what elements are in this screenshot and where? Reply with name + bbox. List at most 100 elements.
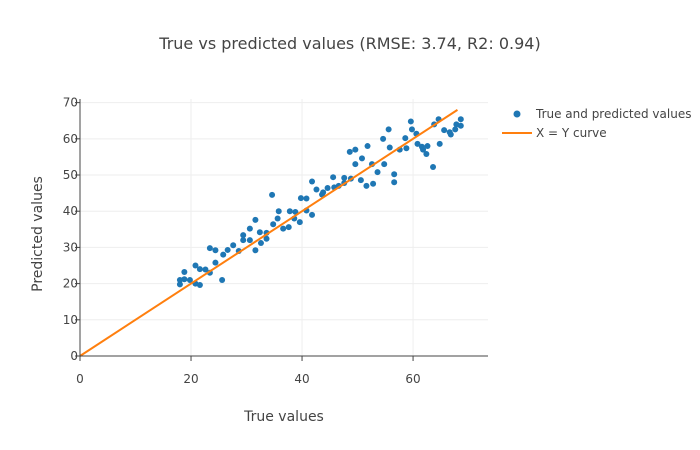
legend-label: True and predicted values (535, 107, 691, 121)
data-point (457, 122, 464, 129)
data-point (352, 146, 359, 153)
data-point (286, 208, 293, 215)
y-tick-label: 70 (63, 96, 78, 110)
y-tick-label: 60 (63, 132, 78, 146)
data-point (196, 266, 203, 273)
y-tick-label: 50 (63, 168, 78, 182)
data-point (436, 140, 443, 147)
x-axis-title: True values (243, 409, 324, 425)
data-point (424, 143, 431, 150)
data-point (246, 225, 253, 232)
data-point (430, 164, 437, 171)
data-point (252, 216, 259, 223)
data-point (176, 281, 183, 288)
data-point (270, 221, 277, 228)
data-point (320, 189, 327, 196)
data-point (240, 232, 247, 239)
chart-title: True vs predicted values (RMSE: 3.74, R2… (158, 34, 540, 53)
x-equals-y-line (79, 109, 459, 357)
data-point (346, 148, 353, 155)
data-point (324, 185, 331, 192)
data-point (212, 247, 219, 254)
data-point (313, 186, 320, 193)
data-point (441, 127, 448, 134)
data-point (303, 195, 310, 202)
data-point (386, 144, 393, 151)
data-point (275, 208, 282, 215)
data-point (309, 211, 316, 218)
data-point (370, 180, 377, 187)
axes: 0 20 40 60 0 10 20 30 40 50 60 70 (63, 96, 488, 386)
data-point (341, 174, 348, 181)
data-point (280, 225, 287, 232)
legend-label: X = Y curve (536, 126, 607, 140)
data-point (220, 251, 227, 258)
data-point (374, 169, 381, 176)
data-point (357, 177, 364, 184)
data-point (452, 126, 459, 133)
data-point (296, 219, 303, 226)
series-line (79, 109, 459, 357)
data-point (423, 151, 430, 158)
y-tick-label: 10 (63, 313, 78, 327)
x-tick-label: 0 (76, 372, 84, 386)
data-point (246, 237, 253, 244)
data-point (447, 131, 454, 138)
data-point (263, 235, 270, 242)
data-point (457, 116, 464, 123)
data-point (252, 247, 259, 254)
legend-item[interactable]: X = Y curve (502, 126, 607, 140)
data-point (230, 242, 237, 249)
data-point (309, 178, 316, 185)
legend[interactable]: True and predicted values X = Y curve (502, 107, 691, 140)
data-point (408, 126, 415, 133)
data-point (402, 135, 409, 142)
data-point (380, 135, 387, 142)
data-point (219, 276, 226, 283)
y-tick-label: 20 (63, 277, 78, 291)
data-point (224, 246, 231, 253)
data-point (391, 179, 398, 186)
data-point (257, 240, 264, 247)
data-point (381, 161, 388, 168)
data-point (414, 140, 421, 147)
legend-item[interactable]: True and predicted values (513, 107, 692, 121)
data-point (212, 259, 219, 266)
data-point (256, 229, 263, 236)
data-point (363, 182, 370, 189)
data-point (385, 126, 392, 133)
x-tick-label: 60 (405, 372, 420, 386)
data-point (297, 195, 304, 202)
y-tick-label: 40 (63, 204, 78, 218)
data-point (192, 262, 199, 269)
data-point (352, 161, 359, 168)
y-tick-label: 30 (63, 240, 78, 254)
data-point (269, 191, 276, 198)
data-point (420, 146, 427, 153)
data-point (403, 145, 410, 152)
data-point (181, 276, 188, 283)
data-point (181, 269, 188, 276)
data-point (285, 224, 292, 231)
data-point (330, 174, 337, 181)
x-tick-label: 40 (294, 372, 309, 386)
data-point (206, 245, 213, 252)
grid (80, 99, 488, 356)
series-layer (79, 109, 464, 357)
data-point (274, 215, 281, 222)
data-point (240, 237, 247, 244)
legend-marker-swatch (513, 110, 521, 118)
data-point (176, 276, 183, 283)
data-point (364, 143, 371, 150)
data-point (407, 118, 414, 125)
x-tick-label: 20 (183, 372, 198, 386)
data-point (358, 155, 365, 162)
data-point (186, 276, 193, 283)
data-point (202, 266, 209, 273)
data-point (196, 282, 203, 289)
y-tick-label: 0 (70, 349, 78, 363)
y-axis-title: Predicted values (30, 176, 46, 292)
series-points (176, 116, 464, 289)
